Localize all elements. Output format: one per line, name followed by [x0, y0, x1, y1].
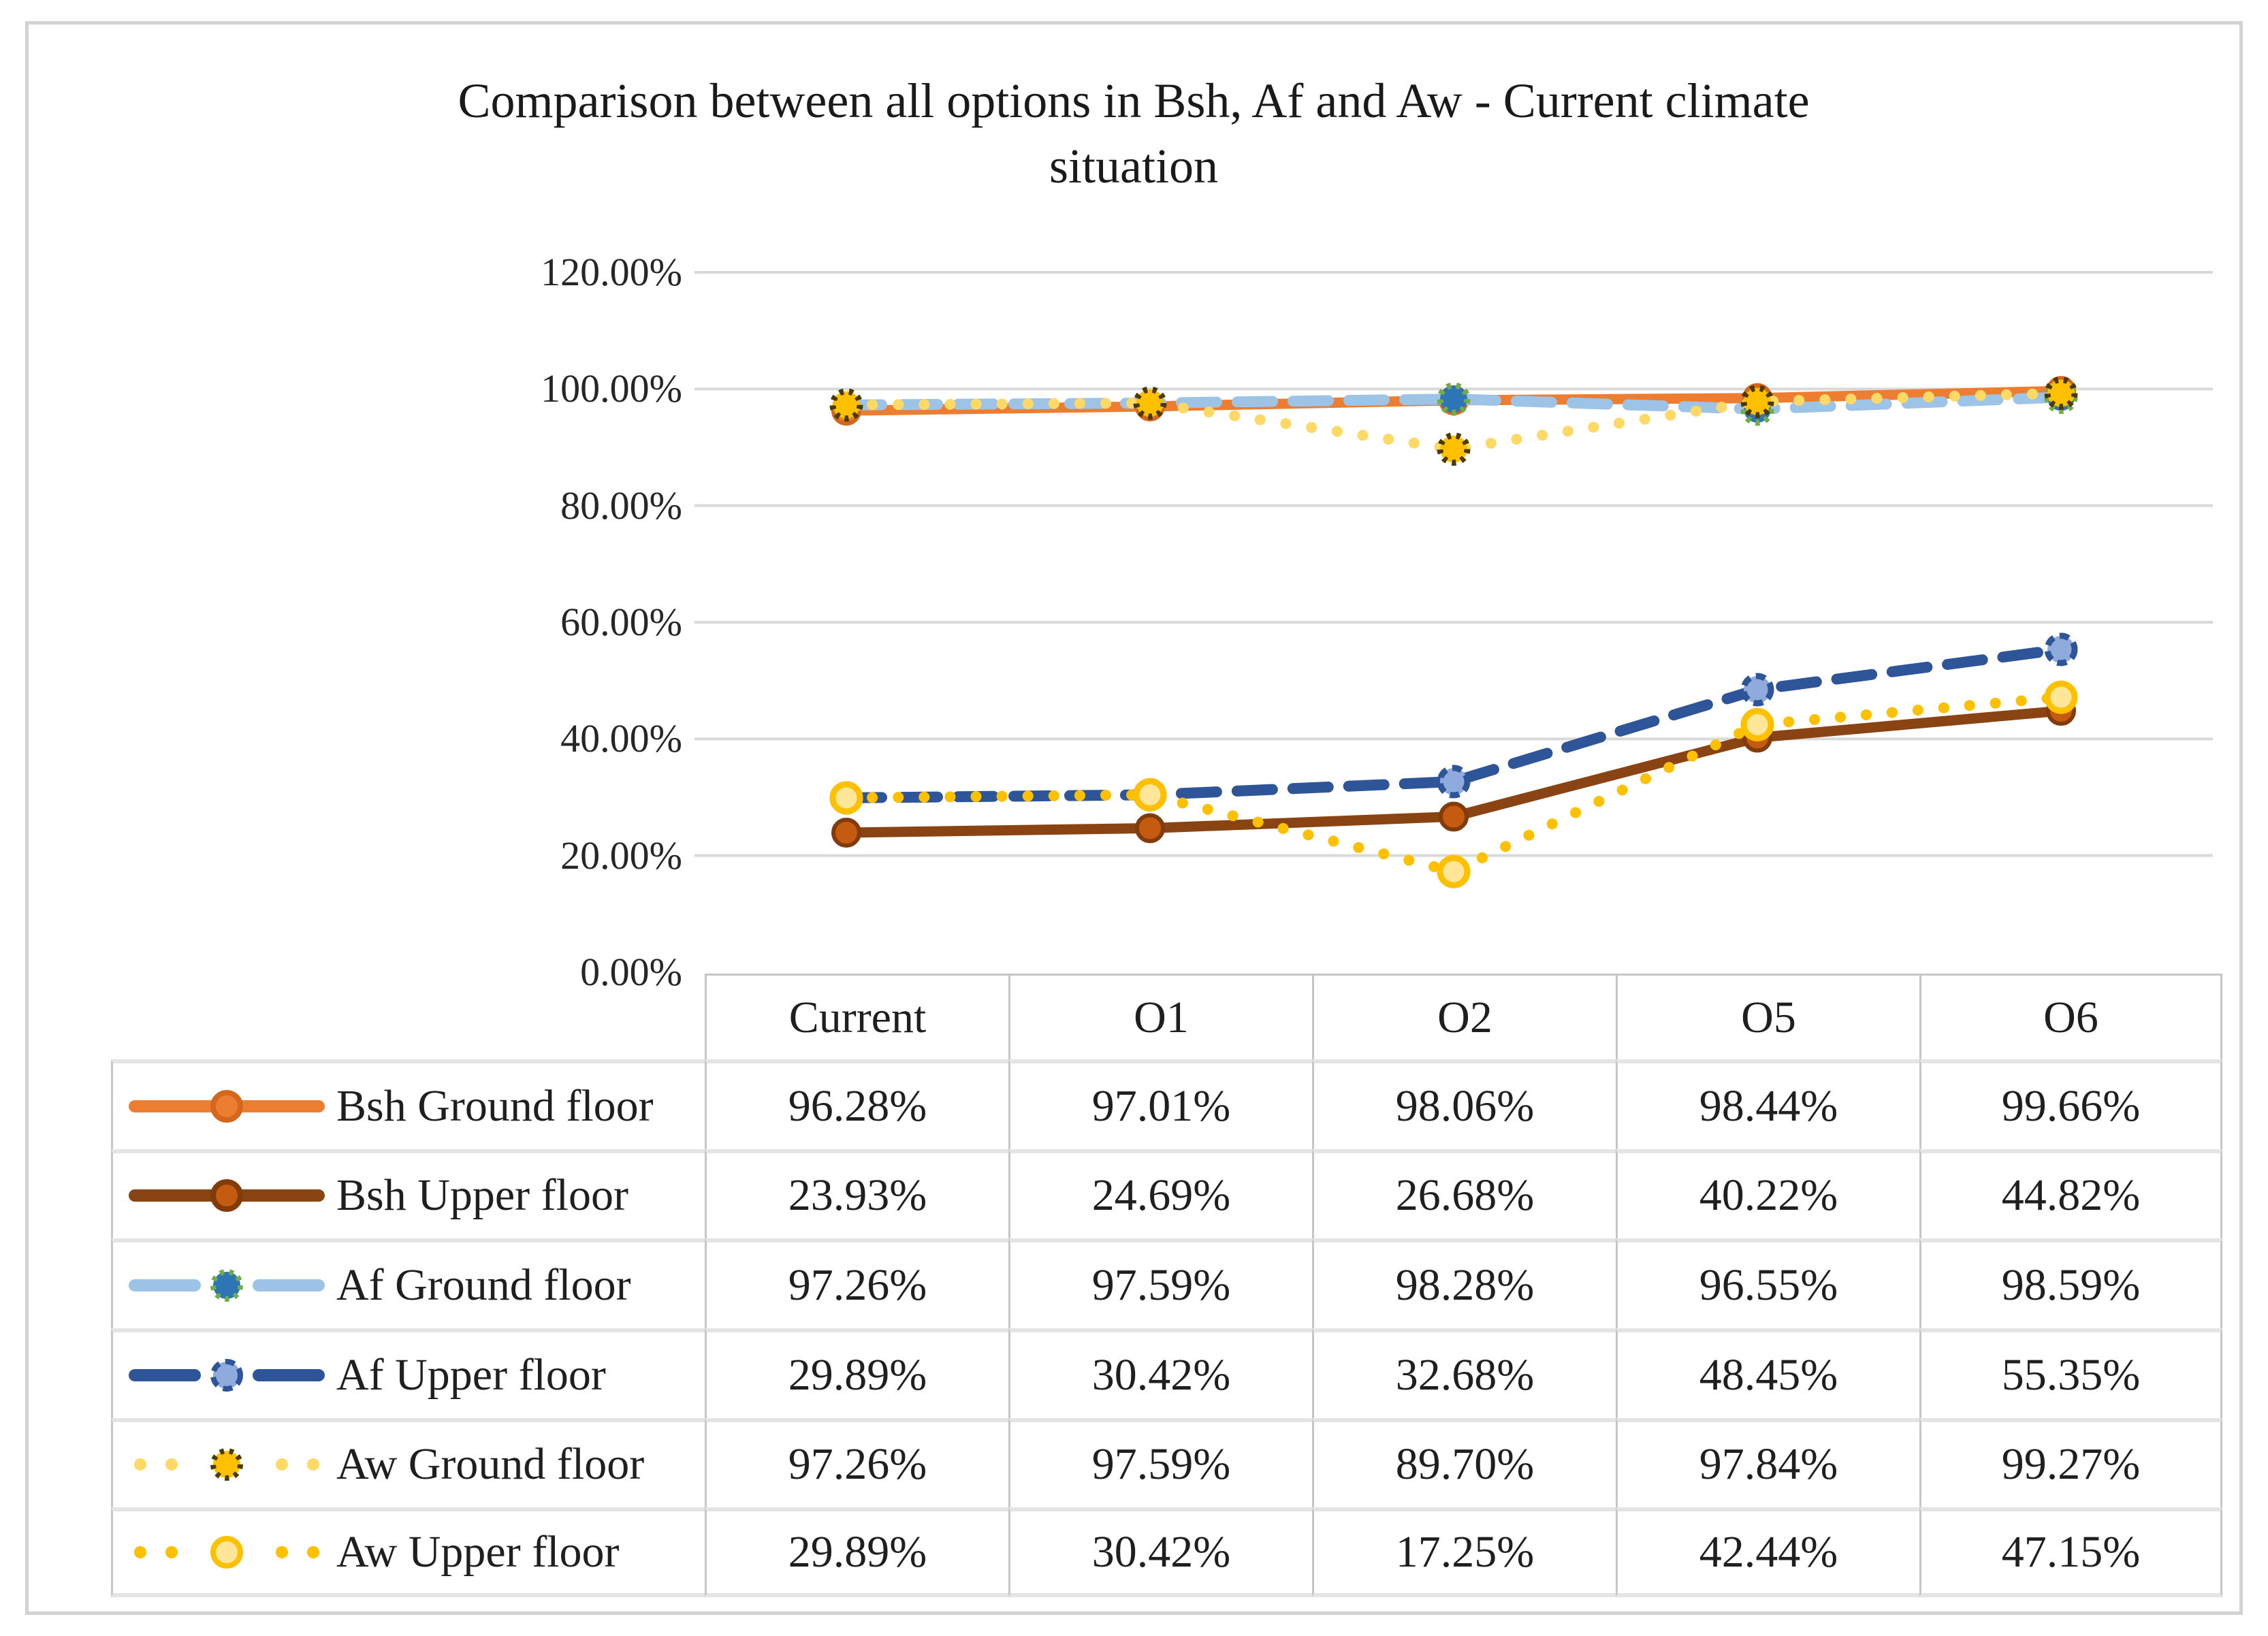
value-cell-bsh-upper-floor-o1: 24.69%	[1008, 1149, 1312, 1239]
legend-line-sample-af-ground-floor	[129, 1269, 325, 1302]
value-cell-aw-ground-floor-o1: 97.59%	[1008, 1417, 1312, 1508]
value-cell-af-upper-floor-o1: 30.42%	[1008, 1328, 1312, 1418]
column-header-o5: O5	[1616, 974, 1919, 1059]
legend-line-sample-af-upper-floor	[129, 1358, 325, 1392]
value-cell-aw-ground-floor-o5: 97.84%	[1616, 1417, 1919, 1508]
value-cell-aw-upper-floor-current: 29.89%	[705, 1507, 1008, 1597]
legend-cell-af-upper-floor: Af Upper floor	[111, 1328, 705, 1418]
data-point-marker-aw-upper-floor	[829, 781, 863, 815]
data-point-marker-aw-upper-floor	[1740, 707, 1774, 741]
value-cell-bsh-upper-floor-o5: 40.22%	[1616, 1149, 1919, 1239]
data-point-marker-aw-ground-floor	[1740, 385, 1774, 419]
value-cell-bsh-ground-floor-o5: 98.44%	[1616, 1059, 1919, 1149]
series-name-label: Af Ground floor	[336, 1260, 631, 1311]
value-cell-af-ground-floor-o2: 98.28%	[1312, 1238, 1616, 1328]
legend-line-sample-bsh-ground-floor	[129, 1089, 325, 1123]
value-cell-bsh-ground-floor-o6: 99.66%	[1919, 1059, 2222, 1149]
series-name-label: Bsh Upper floor	[336, 1170, 628, 1221]
value-cell-af-ground-floor-o1: 97.59%	[1008, 1238, 1312, 1328]
data-point-marker-af-upper-floor	[1740, 673, 1774, 707]
value-cell-bsh-upper-floor-o2: 26.68%	[1312, 1149, 1616, 1239]
column-header-current: Current	[705, 974, 1008, 1059]
value-cell-af-ground-floor-current: 97.26%	[705, 1238, 1008, 1328]
data-point-marker-bsh-upper-floor	[1135, 813, 1165, 844]
value-cell-bsh-upper-floor-o6: 44.82%	[1919, 1149, 2222, 1239]
value-cell-af-ground-floor-o6: 98.59%	[1919, 1238, 2222, 1328]
legend-cell-af-ground-floor: Af Ground floor	[111, 1238, 705, 1328]
value-cell-aw-upper-floor-o2: 17.25%	[1312, 1507, 1616, 1597]
value-cell-aw-ground-floor-o6: 99.27%	[1919, 1417, 2222, 1508]
y-axis-tick-label: 20.00%	[560, 833, 682, 878]
value-cell-bsh-ground-floor-o1: 97.01%	[1008, 1059, 1312, 1149]
data-point-marker-af-upper-floor	[1437, 765, 1471, 799]
value-cell-aw-ground-floor-current: 97.26%	[705, 1417, 1008, 1508]
data-point-marker-bsh-upper-floor	[1439, 801, 1469, 832]
value-cell-aw-upper-floor-o6: 47.15%	[1919, 1507, 2222, 1597]
data-point-marker-aw-ground-floor	[1133, 386, 1167, 420]
series-name-label: Bsh Ground floor	[336, 1080, 654, 1131]
value-cell-aw-upper-floor-o1: 30.42%	[1008, 1507, 1312, 1597]
column-header-o6: O6	[1919, 974, 2222, 1059]
y-axis-tick-label: 120.00%	[541, 250, 682, 294]
value-cell-bsh-ground-floor-o2: 98.06%	[1312, 1059, 1616, 1149]
y-axis-tick-label: 100.00%	[541, 366, 682, 411]
data-point-marker-af-ground-floor	[1437, 382, 1471, 416]
y-axis-tick-label: 0.00%	[580, 950, 682, 994]
data-point-marker-aw-upper-floor	[2044, 680, 2078, 714]
legend-line-sample-aw-upper-floor	[134, 1536, 319, 1569]
data-point-marker-aw-upper-floor	[1133, 777, 1167, 812]
legend-cell-aw-upper-floor: Aw Upper floor	[111, 1507, 705, 1597]
y-axis-tick-label: 80.00%	[560, 483, 682, 528]
value-cell-bsh-ground-floor-current: 96.28%	[705, 1059, 1008, 1149]
data-point-marker-aw-upper-floor	[1437, 854, 1471, 888]
value-cell-af-upper-floor-o6: 55.35%	[1919, 1328, 2222, 1418]
data-point-marker-bsh-upper-floor	[831, 817, 861, 848]
value-cell-af-upper-floor-current: 29.89%	[705, 1328, 1008, 1418]
value-cell-aw-ground-floor-o2: 89.70%	[1312, 1417, 1616, 1508]
data-point-marker-af-upper-floor	[2044, 632, 2078, 667]
chart-title-line2: situation	[1049, 139, 1218, 193]
value-cell-af-ground-floor-o5: 96.55%	[1616, 1238, 1919, 1328]
column-header-o2: O2	[1312, 974, 1616, 1059]
legend-cell-bsh-ground-floor: Bsh Ground floor	[111, 1059, 705, 1149]
data-point-marker-aw-ground-floor	[829, 388, 863, 422]
value-cell-af-upper-floor-o5: 48.45%	[1616, 1328, 1919, 1418]
value-cell-af-upper-floor-o2: 32.68%	[1312, 1328, 1616, 1418]
series-line-aw-upper-floor	[841, 692, 2066, 878]
legend-line-sample-bsh-upper-floor	[129, 1179, 325, 1213]
series-name-label: Aw Ground floor	[336, 1439, 645, 1490]
y-axis-tick-label: 40.00%	[560, 716, 682, 761]
data-table-with-legend: Current O1 O2 O5 O6 Bsh Ground floor 96.28% 97.…	[111, 974, 2222, 1597]
series-line-aw-ground-floor	[841, 387, 2066, 455]
y-axis-tick-label: 60.00%	[560, 600, 682, 644]
chart-title-line1: Comparison between all options in Bsh, A…	[458, 74, 1810, 128]
legend-cell-aw-ground-floor: Aw Ground floor	[111, 1417, 705, 1508]
value-cell-bsh-upper-floor-current: 23.93%	[705, 1149, 1008, 1239]
value-cell-aw-upper-floor-o5: 42.44%	[1616, 1507, 1919, 1597]
legend-cell-bsh-upper-floor: Bsh Upper floor	[111, 1149, 705, 1239]
series-name-label: Af Upper floor	[336, 1349, 606, 1400]
series-name-label: Aw Upper floor	[336, 1527, 620, 1577]
column-header-o1: O1	[1008, 974, 1312, 1059]
data-point-marker-aw-ground-floor	[1437, 432, 1471, 466]
data-point-marker-aw-ground-floor	[2044, 376, 2078, 411]
chart-title: Comparison between all options in Bsh, A…	[41, 68, 2226, 199]
legend-line-sample-aw-ground-floor	[134, 1448, 319, 1481]
